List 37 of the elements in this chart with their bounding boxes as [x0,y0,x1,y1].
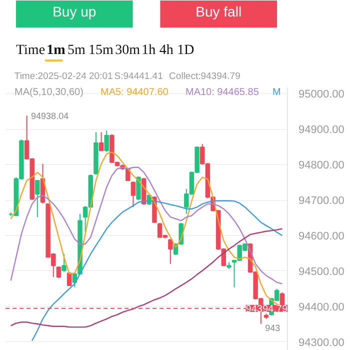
text: Collect:94394.79 [169,71,240,82]
candlestick [62,253,66,272]
y-tick-label: 94800.00 [298,160,344,172]
candlestick [98,132,104,152]
annotation: 94938.04 [31,111,69,122]
text: Time:2025-02-24 20:01 [14,71,113,82]
text: Time [16,43,46,58]
candlestick [35,180,40,218]
text: 30m [115,43,140,58]
y-tick-label: 94400.00 [298,301,344,314]
y-tick-label: 95000.00 [298,88,344,101]
text: 4h [159,43,174,58]
annotation: MA(5,10,30,60) [14,87,84,98]
line-series [10,166,283,284]
candlestick [168,238,173,264]
annotation: 943 [265,322,280,333]
text: 15m [88,43,114,58]
text: 1D [177,43,194,58]
candlestick [136,176,141,201]
text: Buy up [52,4,96,20]
annotation: MA5: 94407.60 [100,87,169,98]
ref-line-label: 94394.79 [246,304,288,315]
annotation: MA10: 94465.85 [186,87,260,98]
y-tick-label: 94700.00 [298,195,344,208]
y-tick-label: 94600.00 [298,230,344,243]
y-tick-label: 94300.00 [298,336,344,349]
candlestick [130,181,136,208]
annotation: M [272,87,281,98]
candlestick [66,272,72,286]
candlestick [104,130,109,152]
text: S:94441.41 [114,71,163,82]
text: 1h [142,43,156,58]
y-tick-label: 94500.00 [298,266,344,278]
text: 5m [68,43,86,58]
y-tick-label: 94900.00 [298,124,344,136]
text: 1m [46,43,66,58]
text: Buy fall [196,4,242,20]
